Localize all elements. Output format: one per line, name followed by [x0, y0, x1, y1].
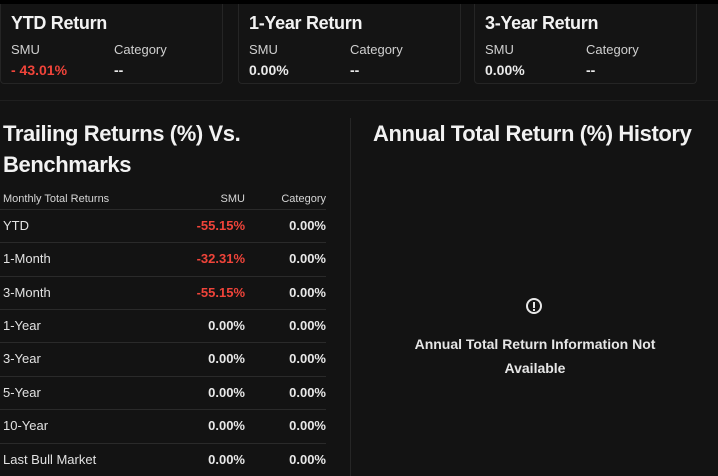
row-category-value: 0.00% [289, 318, 326, 333]
card-title: YTD Return [11, 13, 108, 33]
card-smu-label: SMU [485, 42, 514, 57]
row-separator [0, 209, 326, 210]
row-label: 3-Month [3, 285, 51, 300]
row-separator [0, 309, 326, 310]
card-smu-label: SMU [249, 42, 278, 57]
row-category-value: 0.00% [289, 218, 326, 233]
row-category-value: 0.00% [289, 251, 326, 266]
row-smu-value: 0.00% [208, 351, 245, 366]
alert-circle-icon [526, 298, 542, 314]
row-smu-value: 0.00% [208, 385, 245, 400]
row-category-value: 0.00% [289, 418, 326, 433]
row-category-value: 0.00% [289, 385, 326, 400]
trailing-title-line1: Trailing Returns (%) Vs. [3, 121, 241, 146]
header-category: Category [281, 193, 326, 205]
card-smu-label: SMU [11, 42, 40, 57]
card-smu-value: - 43.01% [11, 62, 68, 78]
row-smu-value: 0.00% [208, 452, 245, 467]
row-label: Last Bull Market [3, 452, 97, 467]
header-monthly-total-returns: Monthly Total Returns [3, 193, 110, 205]
row-smu-value: -55.15% [196, 218, 245, 233]
row-separator [0, 342, 326, 343]
card-smu-value: 0.00% [249, 62, 289, 78]
row-label: 10-Year [3, 418, 49, 433]
row-separator [0, 443, 326, 444]
row-category-value: 0.00% [289, 351, 326, 366]
section-divider [0, 100, 718, 101]
card-category-label: Category [350, 42, 403, 57]
ytd-return-card: YTD Return SMU Category - 43.01% -- [0, 4, 223, 84]
card-title: 1-Year Return [249, 13, 363, 33]
card-category-value: -- [350, 62, 360, 78]
not-available-line2: Available [504, 360, 566, 376]
row-separator [0, 376, 326, 377]
row-label: 1-Year [3, 318, 41, 333]
row-label: 5-Year [3, 385, 41, 400]
column-divider [350, 118, 351, 476]
row-separator [0, 242, 326, 243]
not-available-line1: Annual Total Return Information Not [414, 336, 656, 352]
row-label: 1-Month [3, 251, 51, 266]
row-label: 3-Year [3, 351, 41, 366]
row-smu-value: -55.15% [196, 285, 245, 300]
row-category-value: 0.00% [289, 452, 326, 467]
card-category-label: Category [114, 42, 167, 57]
one-year-return-card: 1-Year Return SMU Category 0.00% -- [238, 4, 461, 84]
row-separator [0, 409, 326, 410]
trailing-returns-title: Trailing Returns (%) Vs. Benchmarks [3, 118, 241, 180]
card-category-label: Category [586, 42, 639, 57]
row-smu-value: 0.00% [208, 318, 245, 333]
top-bar [0, 0, 718, 4]
card-category-value: -- [586, 62, 596, 78]
three-year-return-card: 3-Year Return SMU Category 0.00% -- [474, 4, 697, 84]
row-category-value: 0.00% [289, 285, 326, 300]
not-available-message: Annual Total Return Information Not Avai… [380, 332, 690, 380]
row-separator [0, 276, 326, 277]
row-smu-value: -32.31% [196, 251, 245, 266]
header-smu: SMU [220, 193, 245, 205]
card-smu-value: 0.00% [485, 62, 525, 78]
annual-return-title: Annual Total Return (%) History [373, 121, 692, 146]
row-label: YTD [3, 218, 29, 233]
trailing-title-line2: Benchmarks [3, 152, 132, 177]
row-smu-value: 0.00% [208, 418, 245, 433]
card-category-value: -- [114, 62, 124, 78]
card-title: 3-Year Return [485, 13, 599, 33]
